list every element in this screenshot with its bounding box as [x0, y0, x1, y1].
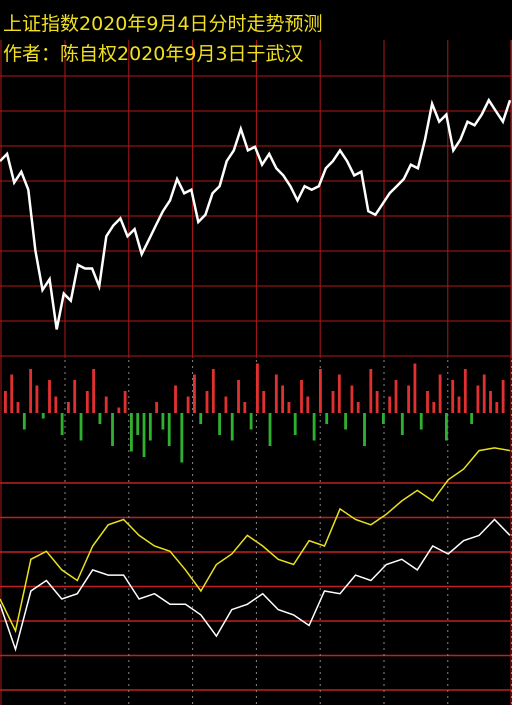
line-series	[0, 518, 511, 652]
bar	[463, 369, 467, 413]
bar	[300, 380, 303, 413]
bar	[155, 402, 159, 413]
bar	[432, 402, 436, 413]
bar	[35, 385, 39, 413]
bar	[4, 391, 7, 413]
bar	[281, 385, 285, 413]
bar	[438, 374, 442, 413]
bar	[274, 374, 278, 413]
bar	[445, 413, 448, 441]
bar	[268, 413, 272, 446]
bar	[400, 413, 404, 435]
bar	[29, 369, 33, 413]
bar	[413, 363, 417, 413]
chart-title: 上证指数2020年9月4日分时走势预测	[3, 13, 323, 35]
bar	[41, 413, 45, 419]
bar	[457, 396, 461, 413]
bar	[369, 369, 373, 413]
bar	[111, 413, 114, 446]
bar	[293, 413, 297, 435]
bar	[142, 413, 146, 457]
bar	[123, 391, 127, 413]
bar	[312, 413, 316, 441]
bar	[148, 413, 152, 441]
bar	[356, 402, 360, 413]
bar	[224, 396, 228, 413]
bar	[388, 396, 392, 413]
bar	[306, 396, 310, 413]
bar	[262, 391, 266, 413]
bar	[249, 413, 253, 430]
bar	[382, 413, 385, 424]
bar	[218, 413, 222, 435]
bar	[243, 402, 247, 413]
bar	[180, 413, 184, 463]
bar	[79, 413, 83, 441]
bar	[495, 402, 499, 413]
bar	[325, 413, 329, 424]
bar	[256, 363, 259, 413]
bar	[193, 374, 196, 413]
bar	[482, 374, 486, 413]
bar	[476, 385, 480, 413]
bar	[130, 413, 133, 452]
bar	[199, 413, 203, 424]
chart-subtitle: 作者：陈自权2020年9月3日于武汉	[3, 43, 304, 65]
bar	[186, 396, 190, 413]
bar	[174, 385, 177, 413]
bar	[54, 396, 58, 413]
bar	[344, 413, 348, 430]
bar	[319, 369, 322, 413]
bar	[237, 380, 240, 413]
bar	[117, 407, 121, 413]
grid	[0, 40, 512, 705]
bar	[73, 380, 77, 413]
bar	[470, 413, 474, 424]
bar	[426, 391, 429, 413]
bar	[363, 413, 366, 446]
bar	[10, 374, 14, 413]
bar	[337, 374, 341, 413]
bar	[331, 391, 335, 413]
bar	[98, 413, 102, 424]
bar	[394, 380, 398, 413]
bar	[211, 369, 215, 413]
bar	[350, 385, 354, 413]
bar	[67, 402, 70, 413]
bar	[16, 402, 20, 413]
bar	[451, 380, 455, 413]
bar	[60, 413, 64, 435]
bar	[407, 385, 411, 413]
bar	[22, 413, 26, 430]
bar	[104, 396, 108, 413]
bar	[161, 413, 165, 430]
bar	[205, 391, 209, 413]
bar	[501, 380, 505, 413]
bar	[92, 369, 96, 413]
bar	[375, 391, 379, 413]
bar	[230, 413, 234, 441]
line-series	[0, 97, 512, 330]
bar	[287, 402, 291, 413]
bar	[489, 391, 492, 413]
bar	[85, 391, 89, 413]
line-series	[0, 447, 511, 634]
bar	[136, 413, 140, 435]
bar	[419, 413, 423, 430]
bar	[167, 413, 171, 446]
bar	[48, 380, 51, 413]
